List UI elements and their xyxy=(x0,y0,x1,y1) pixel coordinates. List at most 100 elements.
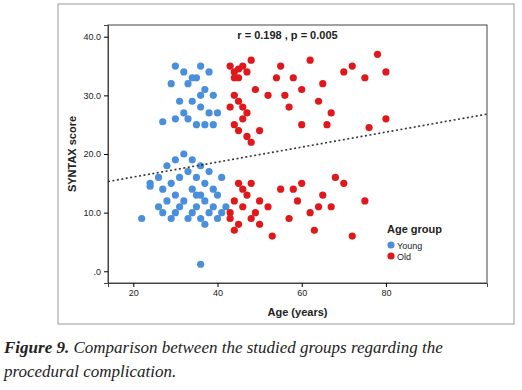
point xyxy=(193,74,200,81)
point xyxy=(281,92,288,99)
point xyxy=(319,80,326,87)
point xyxy=(210,92,217,99)
point xyxy=(298,180,305,187)
point xyxy=(197,62,204,69)
point xyxy=(227,62,234,69)
point xyxy=(248,215,255,222)
y-tick: .0 xyxy=(93,267,108,277)
point xyxy=(193,174,200,181)
x-tick: 20 xyxy=(129,283,139,298)
point xyxy=(340,180,347,187)
point xyxy=(197,215,204,222)
point xyxy=(205,209,212,216)
point xyxy=(382,115,389,122)
point xyxy=(235,65,242,72)
point xyxy=(248,180,255,187)
point xyxy=(189,156,196,163)
point xyxy=(264,92,271,99)
point xyxy=(332,174,339,181)
x-tick: 40 xyxy=(213,283,223,298)
point xyxy=(189,186,196,193)
y-tick: 40.0 xyxy=(83,32,108,42)
point xyxy=(239,103,246,110)
point xyxy=(365,124,372,131)
point xyxy=(201,197,208,204)
point xyxy=(349,232,356,239)
point xyxy=(252,209,259,216)
point xyxy=(328,203,335,210)
point xyxy=(349,62,356,69)
point xyxy=(210,186,217,193)
point xyxy=(340,68,347,75)
y-tick-label: 40.0 xyxy=(83,32,101,42)
point xyxy=(172,156,179,163)
caption-label: Figure 9. xyxy=(4,338,69,357)
chart-frame xyxy=(58,4,514,324)
point xyxy=(214,109,221,116)
point xyxy=(231,74,238,81)
y-tick-label: .0 xyxy=(93,267,101,277)
x-tick-mark xyxy=(217,283,218,287)
point xyxy=(214,191,221,198)
point xyxy=(298,121,305,128)
point xyxy=(218,174,225,181)
point xyxy=(159,186,166,193)
point xyxy=(227,103,234,110)
point xyxy=(180,68,187,75)
y-axis-title: SYNTAX score xyxy=(66,116,78,192)
point xyxy=(231,92,238,99)
point xyxy=(201,221,208,228)
legend-marker xyxy=(387,241,394,248)
point xyxy=(235,127,242,134)
point xyxy=(248,57,255,64)
point xyxy=(138,215,145,222)
point xyxy=(290,186,297,193)
point xyxy=(248,139,255,146)
point xyxy=(235,98,242,105)
point xyxy=(172,62,179,69)
x-tick-label: 80 xyxy=(381,288,391,298)
point xyxy=(239,186,246,193)
point xyxy=(227,215,234,222)
point xyxy=(382,68,389,75)
point xyxy=(168,215,175,222)
point xyxy=(307,209,314,216)
point xyxy=(231,227,238,234)
plot: 20406080.010.020.030.040.0r = 0.198 , p … xyxy=(83,25,487,298)
y-tick-mark xyxy=(104,271,108,272)
point xyxy=(214,215,221,222)
point xyxy=(172,191,179,198)
point xyxy=(298,86,305,93)
y-tick: 10.0 xyxy=(83,208,108,218)
legend-item: Young xyxy=(387,241,422,251)
point xyxy=(159,118,166,125)
point xyxy=(243,109,250,116)
y-tick-mark xyxy=(104,95,108,96)
point xyxy=(168,80,175,87)
point xyxy=(163,197,170,204)
point xyxy=(307,57,314,64)
y-tick: 20.0 xyxy=(83,149,108,159)
point xyxy=(239,115,246,122)
x-tick: 80 xyxy=(381,283,391,298)
point xyxy=(294,197,301,204)
point xyxy=(184,215,191,222)
point xyxy=(193,203,200,210)
legend-label: Young xyxy=(397,241,422,251)
point xyxy=(243,191,250,198)
y-tick-mark xyxy=(104,154,108,155)
caption: Figure 9. Comparison between the studied… xyxy=(4,336,520,384)
point xyxy=(205,109,212,116)
point xyxy=(273,74,280,81)
legend-marker xyxy=(387,252,394,259)
point xyxy=(252,86,259,93)
chart: 20406080.010.020.030.040.0r = 0.198 , p … xyxy=(0,0,522,336)
point xyxy=(197,261,204,268)
point xyxy=(328,109,335,116)
point xyxy=(256,221,263,228)
point xyxy=(155,203,162,210)
legend-label: Old xyxy=(397,252,411,262)
plot-frame xyxy=(108,25,487,283)
point xyxy=(323,121,330,128)
x-tick-label: 60 xyxy=(297,288,307,298)
